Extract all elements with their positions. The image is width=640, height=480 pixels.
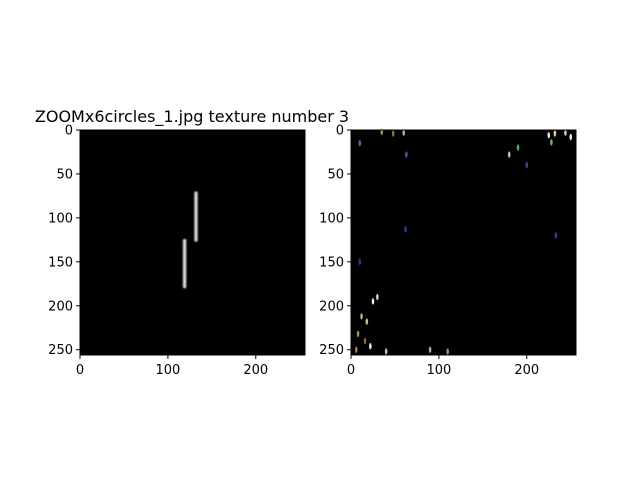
speckle-4 xyxy=(358,139,362,147)
y-tick-label: 200 xyxy=(319,299,344,314)
y-tick-label: 250 xyxy=(48,343,73,358)
speckle-16 xyxy=(358,258,362,266)
y-tick-label: 150 xyxy=(48,255,73,270)
speckle-27 xyxy=(446,348,449,355)
x-tick-label: 100 xyxy=(155,363,180,378)
y-tick-label: 200 xyxy=(48,299,73,314)
speckle-10 xyxy=(564,129,567,136)
speckle-24 xyxy=(354,346,358,353)
y-tick-label: 50 xyxy=(56,167,73,182)
axes-frame xyxy=(79,129,306,356)
y-tick-label: 150 xyxy=(319,255,344,270)
speckle-5 xyxy=(405,151,408,158)
image-background xyxy=(351,130,576,355)
speckle-3 xyxy=(402,129,406,136)
y-tick-label: 250 xyxy=(319,343,344,358)
speckle-26 xyxy=(428,346,432,353)
y-tick-label: 100 xyxy=(48,211,73,226)
speckle-7 xyxy=(516,144,520,151)
speckle-21 xyxy=(356,330,360,338)
speckle-9 xyxy=(553,130,557,137)
x-tick-label: 0 xyxy=(347,363,355,378)
y-tick-label: 0 xyxy=(336,124,344,139)
speckle-23 xyxy=(369,343,372,350)
speckle-11 xyxy=(569,133,573,141)
speckle-25 xyxy=(384,348,388,355)
speckle-6 xyxy=(507,151,511,158)
right-image-panel: 0 100 200 0 50 100 150 200 250 xyxy=(319,124,577,378)
speckle-2 xyxy=(391,130,395,137)
x-tick-label: 200 xyxy=(514,363,539,378)
x-tick-label: 0 xyxy=(76,363,84,378)
speckle-14 xyxy=(404,226,407,233)
speckle-15 xyxy=(554,232,558,239)
speckle-13 xyxy=(525,161,529,169)
speckle-12 xyxy=(550,139,553,146)
speckle-22 xyxy=(363,337,367,345)
bright-bar-2 xyxy=(182,238,187,289)
y-tick-label: 100 xyxy=(319,211,344,226)
x-tick-label: 200 xyxy=(243,363,268,378)
speckle-18 xyxy=(376,293,379,301)
speckle-8 xyxy=(547,132,551,139)
speckle-17 xyxy=(371,298,375,305)
axes-frame xyxy=(350,129,577,356)
image-background xyxy=(80,130,305,355)
speckle-20 xyxy=(365,318,369,325)
left-image-panel: 0 100 200 0 50 100 150 200 250 xyxy=(48,124,306,378)
y-tick-label: 0 xyxy=(65,124,73,139)
x-tick-label: 100 xyxy=(426,363,451,378)
y-tick-label: 50 xyxy=(327,167,344,182)
left-chart-title: ZOOMx6circles_1.jpg texture number 3 xyxy=(35,107,349,127)
bright-bar-1 xyxy=(193,191,199,242)
speckle-19 xyxy=(360,313,363,320)
